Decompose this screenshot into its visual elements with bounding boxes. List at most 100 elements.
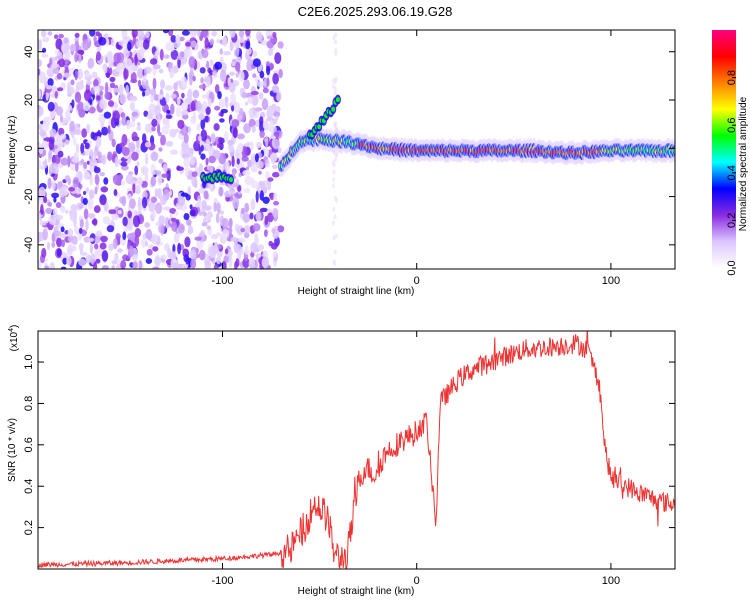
- noise-cell: [158, 147, 163, 152]
- noise-cell: [108, 209, 117, 215]
- noise-cell: [89, 30, 96, 37]
- noise-cell: [231, 168, 237, 175]
- noise-cell: [272, 164, 278, 169]
- noise-cell: [172, 244, 176, 254]
- spectrogram-y-tick-label: -40: [23, 237, 35, 253]
- noise-cell: [236, 133, 245, 140]
- spectrogram-x-axis: -100 0 100: [211, 30, 620, 287]
- noise-cell: [83, 89, 92, 102]
- noise-cell: [228, 217, 233, 229]
- noise-cell: [183, 167, 191, 172]
- noise-cell: [164, 85, 173, 91]
- noise-cell: [137, 122, 141, 127]
- noise-cell: [95, 31, 101, 37]
- noise-cell: [177, 119, 185, 129]
- noise-cell: [277, 147, 282, 154]
- noise-cell: [254, 153, 259, 163]
- noise-cell: [237, 143, 243, 154]
- noise-cell: [216, 142, 222, 148]
- noise-cell: [204, 37, 209, 49]
- noise-cell: [109, 76, 116, 83]
- noise-cell: [108, 243, 114, 251]
- noise-cell: [232, 197, 240, 209]
- noise-cell: [67, 104, 72, 111]
- noise-cell: [221, 218, 229, 230]
- noise-cell: [94, 243, 99, 250]
- snr-x-label: Height of straight line (km): [298, 586, 415, 597]
- noise-cell: [90, 131, 96, 140]
- spectrogram-x-tick-label: -100: [211, 275, 233, 287]
- noise-cell: [136, 161, 140, 167]
- noise-cell: [129, 101, 135, 111]
- noise-cell: [198, 187, 206, 194]
- noise-cell: [174, 128, 180, 134]
- noise-cell: [184, 170, 189, 177]
- noise-cell: [240, 207, 245, 215]
- noise-cell: [99, 242, 107, 250]
- noise-cell: [153, 64, 161, 70]
- colorbar-tick-label: 0.4: [726, 165, 738, 180]
- noise-cell: [111, 213, 119, 221]
- noise-cell: [146, 248, 153, 256]
- noise-cell: [77, 68, 83, 80]
- noise-cell: [261, 98, 269, 111]
- noise-cell: [271, 242, 278, 250]
- noise-cell: [113, 52, 122, 63]
- noise-cell: [181, 102, 188, 112]
- noise-cell: [106, 225, 115, 233]
- noise-cell: [98, 37, 107, 46]
- noise-cell: [150, 151, 159, 162]
- noise-cell: [136, 125, 142, 131]
- noise-cell: [53, 34, 59, 39]
- colorbar-gradient: [712, 30, 736, 268]
- noise-cell: [335, 150, 339, 156]
- noise-cell: [96, 95, 101, 101]
- noise-cell: [110, 219, 115, 227]
- noise-cell: [267, 47, 273, 57]
- noise-cell: [189, 249, 197, 260]
- noise-cell: [255, 253, 262, 258]
- noise-cell: [334, 121, 338, 126]
- noise-cell: [53, 207, 58, 217]
- noise-cell: [39, 129, 46, 137]
- noise-cell: [259, 130, 265, 139]
- snr-y-tick-label: 0.4: [23, 479, 35, 494]
- noise-cell: [93, 261, 98, 269]
- noise-cell: [201, 222, 208, 227]
- noise-cell: [54, 90, 58, 99]
- noise-cell: [157, 123, 161, 135]
- noise-cell: [231, 61, 236, 67]
- noise-cell: [85, 219, 89, 232]
- noise-cell: [275, 106, 281, 112]
- noise-cell: [74, 52, 78, 63]
- noise-cell: [212, 70, 218, 76]
- noise-cell: [97, 151, 102, 159]
- noise-cell: [263, 78, 268, 87]
- noise-cell: [145, 240, 148, 247]
- noise-cell: [244, 101, 249, 107]
- noise-cell: [332, 235, 336, 241]
- noise-cell: [162, 206, 171, 211]
- noise-cell: [331, 183, 335, 189]
- noise-cell: [121, 116, 127, 126]
- noise-cell: [39, 220, 47, 226]
- noise-cell: [277, 41, 284, 49]
- noise-cell: [40, 204, 44, 216]
- noise-cell: [51, 232, 55, 243]
- spectrogram-x-tick-label: 0: [414, 275, 420, 287]
- noise-cell: [183, 213, 190, 221]
- noise-cell: [252, 73, 257, 78]
- noise-cell: [206, 225, 211, 230]
- noise-cell: [57, 150, 64, 158]
- noise-cell: [239, 87, 246, 93]
- noise-cell: [59, 233, 67, 239]
- noise-cell: [136, 176, 143, 186]
- noise-cell: [259, 116, 264, 126]
- noise-cell: [158, 215, 165, 227]
- noise-cell: [271, 38, 277, 44]
- noise-cell: [163, 54, 170, 59]
- noise-cell: [100, 199, 106, 206]
- noise-cell: [332, 259, 336, 264]
- noise-cell: [48, 150, 53, 160]
- noise-cell: [238, 237, 246, 243]
